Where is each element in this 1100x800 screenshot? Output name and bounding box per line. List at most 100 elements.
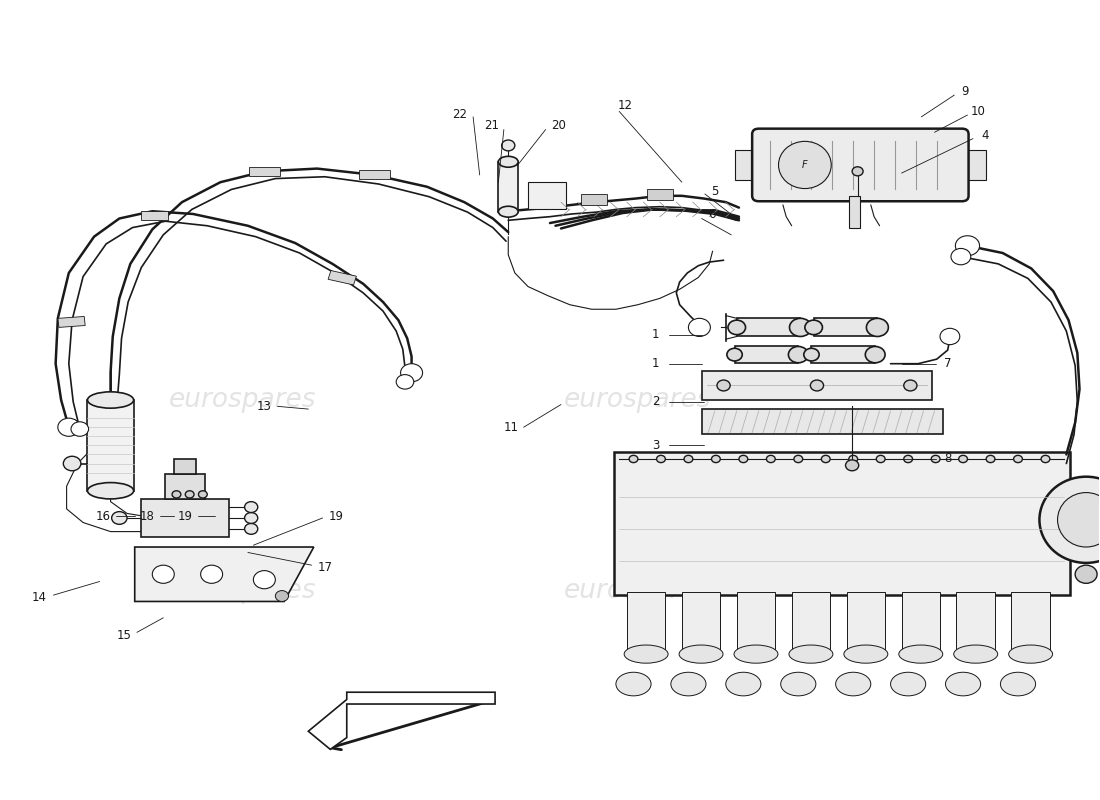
Circle shape <box>64 456 81 470</box>
Text: eurospares: eurospares <box>168 578 316 603</box>
Ellipse shape <box>616 672 651 696</box>
Text: 4: 4 <box>981 129 989 142</box>
Ellipse shape <box>679 645 723 663</box>
Ellipse shape <box>671 672 706 696</box>
Bar <box>1011 592 1049 654</box>
Bar <box>849 196 860 227</box>
Bar <box>737 318 801 337</box>
Bar <box>962 150 986 180</box>
Ellipse shape <box>781 672 816 696</box>
Circle shape <box>959 455 968 462</box>
Bar <box>58 317 85 327</box>
Bar <box>174 459 196 474</box>
Text: 15: 15 <box>117 630 131 642</box>
Bar <box>792 592 830 654</box>
Ellipse shape <box>1040 477 1100 563</box>
Bar <box>141 499 229 537</box>
Ellipse shape <box>836 672 871 696</box>
Ellipse shape <box>790 318 812 337</box>
Ellipse shape <box>498 206 518 217</box>
Bar <box>847 592 886 654</box>
Text: 6: 6 <box>707 208 715 222</box>
Bar <box>647 190 673 200</box>
Ellipse shape <box>779 142 832 189</box>
Polygon shape <box>308 692 495 750</box>
Circle shape <box>852 166 864 176</box>
Ellipse shape <box>1000 672 1035 696</box>
Text: 18: 18 <box>140 510 154 522</box>
Text: 21: 21 <box>484 119 499 133</box>
Circle shape <box>877 455 886 462</box>
Ellipse shape <box>899 645 943 663</box>
Text: 16: 16 <box>96 510 110 522</box>
Text: 7: 7 <box>944 357 952 370</box>
Circle shape <box>657 455 665 462</box>
Circle shape <box>185 490 194 498</box>
Circle shape <box>275 590 288 602</box>
Circle shape <box>396 374 414 389</box>
Circle shape <box>822 455 830 462</box>
Ellipse shape <box>867 318 889 337</box>
Ellipse shape <box>789 645 833 663</box>
Circle shape <box>932 455 940 462</box>
Bar <box>627 592 666 654</box>
Bar <box>88 400 133 490</box>
Circle shape <box>1013 455 1022 462</box>
Bar <box>814 318 878 337</box>
Circle shape <box>1041 455 1049 462</box>
Text: 11: 11 <box>504 421 519 434</box>
Polygon shape <box>134 547 314 602</box>
Text: 17: 17 <box>317 562 332 574</box>
Circle shape <box>152 565 174 583</box>
Ellipse shape <box>805 320 823 334</box>
Text: 13: 13 <box>257 400 272 413</box>
Circle shape <box>400 364 422 382</box>
Ellipse shape <box>891 672 926 696</box>
Circle shape <box>811 380 824 391</box>
Circle shape <box>1075 565 1097 583</box>
Ellipse shape <box>734 645 778 663</box>
Text: eurospares: eurospares <box>564 387 712 413</box>
Bar <box>328 270 356 285</box>
Circle shape <box>112 512 126 524</box>
Circle shape <box>794 455 803 462</box>
Text: 14: 14 <box>32 591 46 604</box>
Text: F: F <box>802 160 807 170</box>
Text: 8: 8 <box>944 453 952 466</box>
Circle shape <box>244 502 257 513</box>
Circle shape <box>952 249 971 265</box>
Circle shape <box>739 455 748 462</box>
Bar <box>735 346 799 362</box>
Circle shape <box>172 490 180 498</box>
Circle shape <box>849 455 858 462</box>
Circle shape <box>986 455 994 462</box>
Ellipse shape <box>498 156 518 167</box>
Circle shape <box>72 422 89 436</box>
Ellipse shape <box>726 672 761 696</box>
Circle shape <box>956 236 980 256</box>
Circle shape <box>64 420 81 434</box>
Bar <box>737 592 775 654</box>
Ellipse shape <box>1009 645 1053 663</box>
Ellipse shape <box>946 672 981 696</box>
Circle shape <box>684 455 693 462</box>
Bar <box>902 592 940 654</box>
Bar <box>702 371 933 400</box>
Circle shape <box>689 318 711 337</box>
Text: 3: 3 <box>652 439 659 452</box>
Bar <box>581 194 607 205</box>
Ellipse shape <box>624 645 668 663</box>
Circle shape <box>502 140 515 151</box>
Ellipse shape <box>789 346 808 362</box>
Bar <box>141 211 167 220</box>
Text: 1: 1 <box>651 357 659 370</box>
Ellipse shape <box>727 348 742 361</box>
Text: 1: 1 <box>651 328 659 341</box>
Bar <box>165 474 205 499</box>
Bar <box>359 170 389 179</box>
Circle shape <box>846 460 859 470</box>
Ellipse shape <box>88 482 133 499</box>
Text: 19: 19 <box>178 510 192 522</box>
Text: 22: 22 <box>452 108 468 121</box>
Text: eurospares: eurospares <box>168 387 316 413</box>
